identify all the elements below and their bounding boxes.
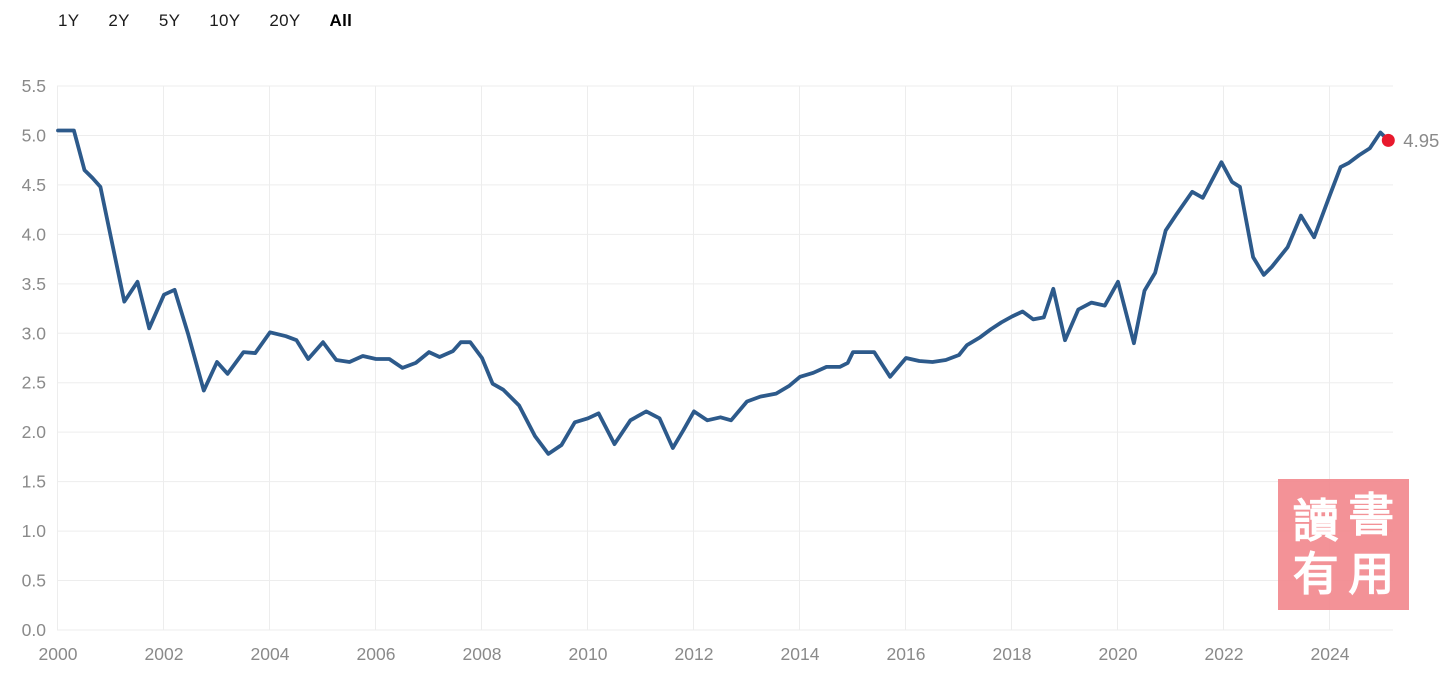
- y-axis-tick-label: 3.0: [22, 323, 47, 343]
- range-selector: 1Y 2Y 5Y 10Y 20Y All: [58, 11, 352, 31]
- y-axis-tick-label: 0.0: [22, 620, 47, 640]
- x-axis-tick-label: 2016: [887, 644, 926, 664]
- last-point-marker: [1381, 133, 1395, 147]
- range-button-all[interactable]: All: [329, 11, 353, 30]
- x-axis-tick-label: 2020: [1099, 644, 1138, 664]
- y-axis-tick-label: 1.5: [22, 472, 46, 492]
- watermark-stamp: 讀 書 有 用: [1278, 479, 1409, 610]
- x-axis-tick-label: 2022: [1205, 644, 1244, 664]
- y-axis-tick-label: 4.0: [22, 224, 47, 244]
- y-axis-tick-label: 1.0: [22, 521, 47, 541]
- range-button-1y[interactable]: 1Y: [58, 11, 80, 30]
- range-button-2y[interactable]: 2Y: [108, 11, 130, 30]
- x-axis-tick-label: 2010: [569, 644, 608, 664]
- x-axis-tick-label: 2006: [357, 644, 396, 664]
- watermark-char: 書: [1348, 487, 1395, 542]
- y-axis-tick-label: 5.5: [22, 76, 46, 96]
- x-axis-tick-label: 2014: [781, 644, 820, 664]
- y-axis-tick-label: 3.5: [22, 274, 46, 294]
- range-button-20y[interactable]: 20Y: [269, 11, 301, 30]
- watermark-char: 讀: [1292, 493, 1339, 548]
- watermark-char: 有: [1292, 547, 1339, 602]
- y-axis-tick-label: 2.0: [22, 422, 47, 442]
- y-axis-tick-label: 5.0: [22, 125, 47, 145]
- y-axis-tick-label: 0.5: [22, 571, 46, 591]
- x-axis-tick-label: 2018: [993, 644, 1032, 664]
- x-axis-tick-label: 2012: [675, 644, 714, 664]
- x-axis-tick-label: 2008: [463, 644, 502, 664]
- range-button-10y[interactable]: 10Y: [209, 11, 241, 30]
- x-axis-tick-label: 2000: [39, 644, 78, 664]
- y-axis-tick-label: 2.5: [22, 373, 46, 393]
- x-axis-tick-label: 2004: [251, 644, 290, 664]
- watermark-char: 用: [1348, 547, 1395, 602]
- x-axis-tick-label: 2002: [145, 644, 184, 664]
- range-button-5y[interactable]: 5Y: [158, 11, 181, 30]
- y-axis-tick-label: 4.5: [22, 175, 46, 195]
- x-axis-tick-label: 2024: [1311, 644, 1350, 664]
- data-line: [56, 128, 1391, 456]
- last-value-label: 4.95: [1403, 130, 1439, 151]
